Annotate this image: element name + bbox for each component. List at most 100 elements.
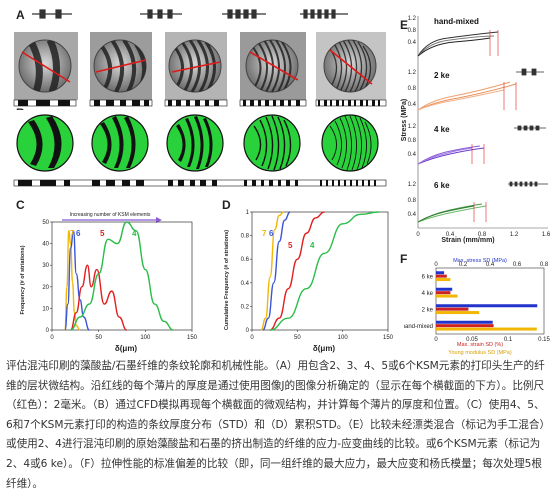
c-x-tick-label: 0 <box>50 335 54 341</box>
f-plot-frame <box>435 267 545 335</box>
c-plot-frame <box>51 221 193 331</box>
svg-text:0.8: 0.8 <box>478 232 487 238</box>
c-series-6 <box>64 229 90 331</box>
svg-text:0.8: 0.8 <box>408 86 417 92</box>
d-y-tick-label: 0.4 <box>241 281 250 287</box>
panel-label-c: C <box>16 198 25 212</box>
d-label-4: 4 <box>310 241 315 250</box>
panel-b-cfd <box>14 110 386 176</box>
c-y-tick-label: 40 <box>42 242 49 248</box>
panel-label-e: E <box>400 18 409 32</box>
f-bar-2 <box>436 294 458 298</box>
f-top-tick: 0.6 <box>513 262 522 268</box>
c-y-tick-label: 0 <box>46 328 50 334</box>
f-bottom-tick: 0 <box>434 337 438 343</box>
f-top-axis-label: Max. stress SD (MPa) <box>453 258 507 264</box>
e-title-hand-mixed: hand-mixed <box>434 17 479 26</box>
f-category-label: 6 ke <box>422 274 434 280</box>
c-label-7: 7 <box>70 229 75 238</box>
d-x-tick-label: 150 <box>383 335 394 341</box>
f-bottom-tick: 0.15 <box>538 337 550 343</box>
d-y-tick-label: 1 <box>246 210 250 216</box>
f-bottom-tick: 0.1 <box>504 337 513 343</box>
panel-a-micrographs <box>13 9 387 187</box>
c-label-6: 6 <box>76 229 81 238</box>
d-x-tick-label: 0 <box>250 335 254 341</box>
f-category-label: 4 ke <box>422 291 434 297</box>
svg-text:0.8: 0.8 <box>408 198 417 204</box>
f-bar-2 <box>436 278 451 282</box>
svg-text:0: 0 <box>416 232 420 238</box>
panel-e-xlabel: Strain (mm/mm) <box>441 237 494 244</box>
d-y-tick-label: 0.8 <box>241 234 250 240</box>
f-category-label: hand-mixed <box>404 324 433 330</box>
e-title-4ke: 4 ke <box>434 125 450 134</box>
svg-text:1.2: 1.2 <box>408 16 417 22</box>
d-y-tick-label: 0 <box>246 328 250 334</box>
d-x-tick-label: 50 <box>294 335 301 341</box>
d-label-7: 7 <box>262 229 267 238</box>
f-bar-1 <box>436 324 494 328</box>
c-y-tick-label: 50 <box>42 220 49 226</box>
d-series-7 <box>260 211 284 331</box>
f-bar-0 <box>436 271 445 275</box>
d-series-5 <box>269 211 325 331</box>
svg-text:0.4: 0.4 <box>408 152 417 158</box>
figure-caption: 评估混沌印刷的藻酸盐/石墨纤维的条纹轮廓和机械性能。（A）用包含2、3、4、5或… <box>6 360 551 490</box>
svg-text:1.2: 1.2 <box>510 232 519 238</box>
d-series-4 <box>270 211 379 331</box>
c-x-tick-label: 100 <box>140 335 151 341</box>
c-y-tick-label: 10 <box>42 306 49 312</box>
f-bar-1 <box>436 274 447 278</box>
f-top-tick: 0 <box>434 262 438 268</box>
d-plot-frame <box>251 211 389 331</box>
panel-f-sd-chart: Max. stress SD (MPa) Max. strain SD (%) … <box>404 258 550 356</box>
c-y-tick-label: 20 <box>42 285 49 291</box>
f-bar-2 <box>436 311 480 315</box>
svg-text:0.8: 0.8 <box>408 28 417 34</box>
c-series-5 <box>69 264 127 331</box>
f-bar-0 <box>436 287 453 291</box>
e-title-2ke: 2 ke <box>434 71 450 80</box>
d-series-6 <box>262 211 291 331</box>
c-y-tick-label: 30 <box>42 263 49 269</box>
panel-d-xlabel: δ(μm) <box>313 344 336 353</box>
panel-d-ylabel: Cumulative Frequency (# of striations) <box>224 230 230 330</box>
panel-c-ylabel: Frequency (# of striations) <box>20 245 26 314</box>
c-series-7 <box>64 229 81 331</box>
striation-barcode-b <box>13 179 387 187</box>
c-label-4: 4 <box>132 229 137 238</box>
d-label-5: 5 <box>288 241 293 250</box>
panel-c-xlabel: δ(μm) <box>115 344 138 353</box>
c-x-tick-label: 150 <box>187 335 198 341</box>
f-top-tick: 0.4 <box>486 262 495 268</box>
svg-text:0.4: 0.4 <box>408 40 417 46</box>
svg-text:0.4: 0.4 <box>446 232 455 238</box>
panel-e-ylabel: Stress (MPa) <box>401 99 408 141</box>
increasing-ksm-label: Increasing number of KSM elements <box>70 212 151 218</box>
panel-label-a: A <box>16 8 25 22</box>
panel-e-stress-strain: Stress (MPa) Strain (mm/mm) 1.2 0.8 0.4 1.… <box>401 16 551 244</box>
f-bar-0 <box>436 304 538 308</box>
f-bar-2 <box>436 327 537 331</box>
svg-text:1.6: 1.6 <box>542 232 551 238</box>
panel-label-d: D <box>222 198 231 212</box>
f-category-label: 2 ke <box>422 307 434 313</box>
svg-text:1.2: 1.2 <box>408 124 417 130</box>
d-x-tick-label: 100 <box>338 335 349 341</box>
d-y-tick-label: 0.2 <box>241 304 250 310</box>
svg-text:0.8: 0.8 <box>408 138 417 144</box>
striation-barcode-a <box>13 99 387 107</box>
panel-d-chart: 0 50 100 150 0 0.2 0.4 0.6 0.8 1 Cumulative Frequ… <box>224 210 394 353</box>
c-series-4 <box>70 221 174 331</box>
f-bottom-axis-label-1: Max. strain SD (%) <box>457 342 503 348</box>
svg-text:0.4: 0.4 <box>408 212 417 218</box>
svg-text:1.2: 1.2 <box>408 182 417 188</box>
e-title-6ke: 6 ke <box>434 181 450 190</box>
panel-label-f: F <box>400 252 408 266</box>
c-label-5: 5 <box>100 229 105 238</box>
svg-text:0.4: 0.4 <box>408 102 417 108</box>
f-bar-1 <box>436 291 451 295</box>
f-bottom-tick: 0.05 <box>466 337 478 343</box>
f-bar-0 <box>436 320 493 324</box>
